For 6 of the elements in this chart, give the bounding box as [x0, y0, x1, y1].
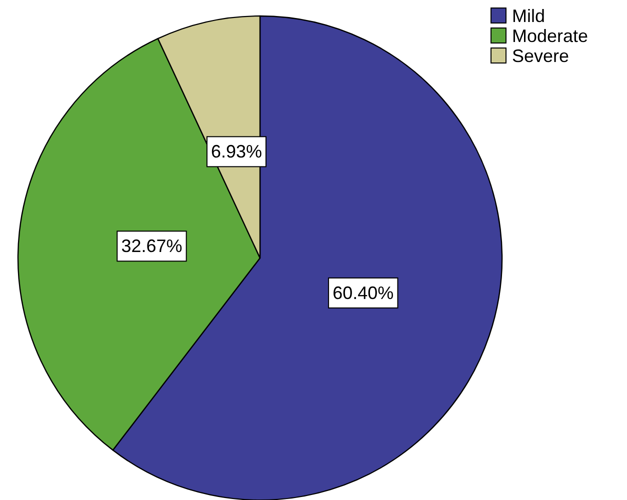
legend-label: Mild: [512, 6, 546, 26]
data-label: 60.40%: [332, 282, 394, 303]
data-label: 32.67%: [121, 236, 182, 256]
data-label: 6.93%: [210, 142, 262, 162]
legend-label: Severe: [512, 46, 570, 66]
legend-label: Moderate: [512, 26, 588, 46]
